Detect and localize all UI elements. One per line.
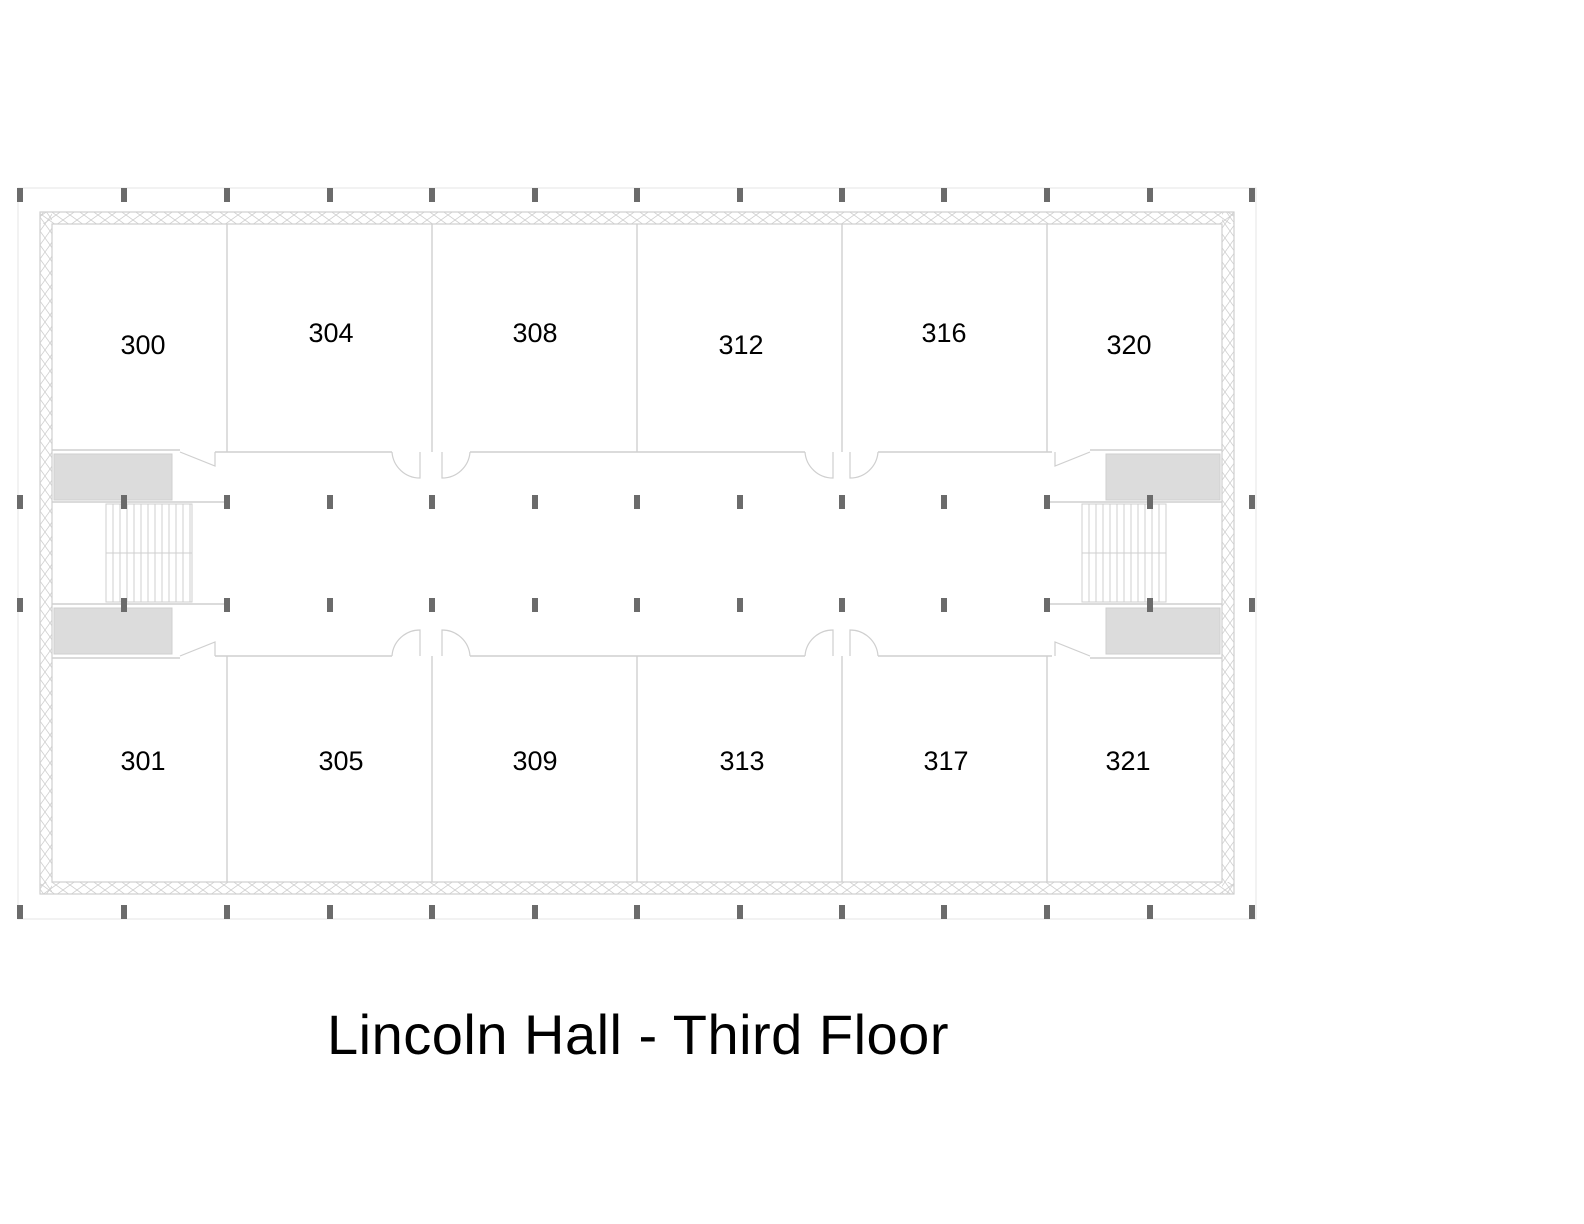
column-marker (327, 905, 333, 919)
column-marker (1044, 188, 1050, 202)
column-marker (941, 495, 947, 509)
column-marker (327, 188, 333, 202)
column-marker (532, 598, 538, 612)
interior-walls (52, 224, 1222, 882)
column-marker (941, 905, 947, 919)
column-marker (429, 905, 435, 919)
column-marker (839, 188, 845, 202)
room-label: 317 (923, 746, 968, 776)
room-label: 320 (1106, 330, 1151, 360)
column-marker (1147, 188, 1153, 202)
column-marker (737, 188, 743, 202)
column-marker (1249, 495, 1255, 509)
room-label: 309 (512, 746, 557, 776)
column-marker (532, 905, 538, 919)
room-labels: 300 304 308 312 316 320 301 305 309 313 … (120, 318, 1151, 776)
room-label: 300 (120, 330, 165, 360)
column-marker (1249, 598, 1255, 612)
column-marker (327, 495, 333, 509)
column-marker (224, 495, 230, 509)
column-marker (634, 598, 640, 612)
column-marker (839, 905, 845, 919)
column-marker (532, 495, 538, 509)
column-marker (839, 495, 845, 509)
room-label: 316 (921, 318, 966, 348)
column-marker (634, 188, 640, 202)
stairs-right (1081, 503, 1167, 603)
column-marker (941, 598, 947, 612)
door-swings (179, 451, 1091, 657)
page-title: Lincoln Hall - Third Floor (327, 1003, 949, 1066)
column-marker (224, 905, 230, 919)
column-marker (224, 598, 230, 612)
column-marker (532, 188, 538, 202)
room-label: 313 (719, 746, 764, 776)
column-marker (1147, 905, 1153, 919)
column-marker (17, 598, 23, 612)
column-marker (429, 495, 435, 509)
column-marker (1044, 495, 1050, 509)
column-marker (839, 598, 845, 612)
room-label: 312 (718, 330, 763, 360)
structural-columns (17, 188, 1255, 919)
column-marker (1249, 905, 1255, 919)
column-marker (17, 495, 23, 509)
room-label: 301 (120, 746, 165, 776)
column-marker (121, 905, 127, 919)
column-marker (121, 495, 127, 509)
column-marker (1147, 598, 1153, 612)
stair-landings (53, 453, 1221, 655)
column-marker (17, 188, 23, 202)
column-marker (737, 495, 743, 509)
column-marker (1044, 598, 1050, 612)
column-marker (1044, 905, 1050, 919)
stairs-left (105, 503, 193, 603)
column-marker (429, 188, 435, 202)
room-label: 308 (512, 318, 557, 348)
column-marker (941, 188, 947, 202)
column-marker (429, 598, 435, 612)
room-label: 321 (1105, 746, 1150, 776)
column-marker (1147, 495, 1153, 509)
column-marker (224, 188, 230, 202)
column-marker (737, 598, 743, 612)
column-marker (634, 495, 640, 509)
column-marker (634, 905, 640, 919)
column-marker (121, 188, 127, 202)
column-marker (1249, 188, 1255, 202)
column-marker (121, 598, 127, 612)
column-marker (17, 905, 23, 919)
column-marker (327, 598, 333, 612)
room-label: 304 (308, 318, 353, 348)
room-label: 305 (318, 746, 363, 776)
column-marker (737, 905, 743, 919)
